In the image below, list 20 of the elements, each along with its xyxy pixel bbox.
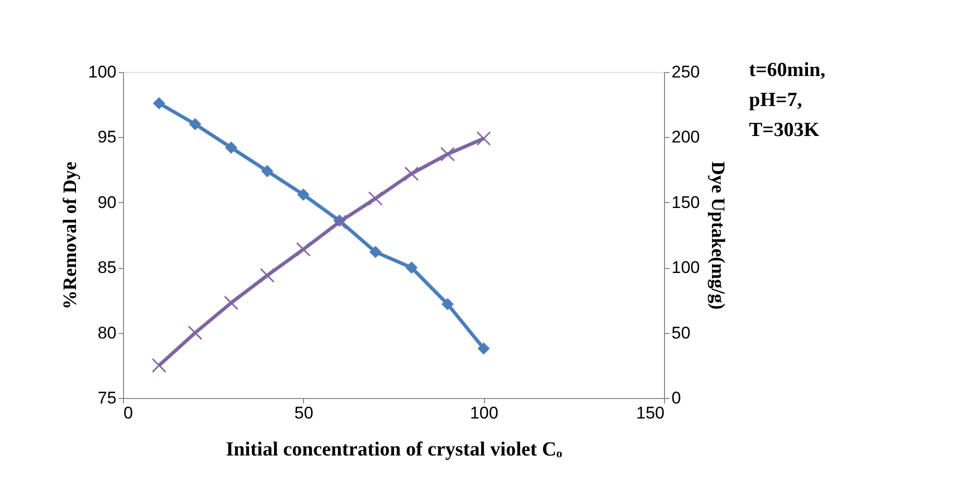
x-tick-label: 0: [124, 404, 133, 422]
y-tick-label: 75: [98, 388, 116, 408]
y-tick-label: 100: [88, 62, 116, 82]
y-tick-label: 85: [98, 258, 116, 278]
y-tick-label: 80: [98, 323, 116, 342]
y2-tick-label: 250: [672, 62, 700, 82]
x-tick-label: 50: [294, 404, 314, 422]
y2-tick-label: 200: [672, 128, 700, 147]
y-tick-label: 90: [98, 192, 116, 212]
x-axis-title: Initial concentration of crystal violet Cₒ: [226, 438, 562, 460]
text: t=60min, pH=7, T=303K: [749, 59, 826, 141]
y2-tick-label: 100: [672, 258, 700, 278]
y-axis-title: %Removal of Dye: [60, 162, 82, 310]
y2-axis-title: Dye Uptake(mg/g): [706, 161, 728, 310]
y-tick-label: 95: [98, 128, 116, 147]
x-tick-label: 150: [636, 404, 664, 422]
y2-tick-label: 0: [672, 388, 681, 408]
y2-tick-label: 50: [672, 323, 690, 342]
y2-tick-label: 150: [672, 192, 700, 212]
x-tick-label: 100: [470, 404, 498, 422]
